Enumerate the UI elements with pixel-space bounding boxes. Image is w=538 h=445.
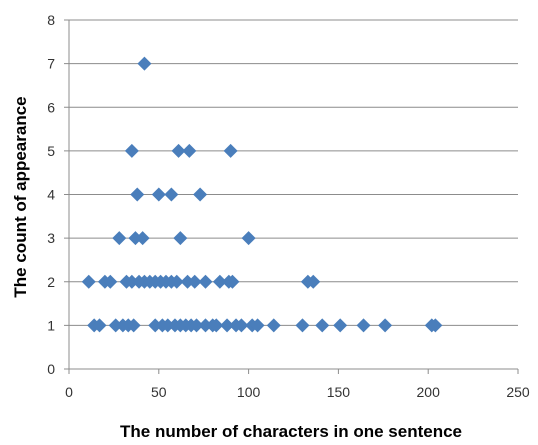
x-tick-label: 200 bbox=[417, 384, 441, 400]
data-point bbox=[182, 143, 197, 158]
data-point bbox=[250, 318, 265, 333]
y-tick-label: 2 bbox=[47, 274, 55, 290]
data-point bbox=[223, 143, 238, 158]
data-point bbox=[306, 274, 321, 289]
y-tick-label: 6 bbox=[47, 99, 55, 115]
data-point bbox=[266, 318, 281, 333]
data-point bbox=[295, 318, 310, 333]
x-tick-label: 100 bbox=[237, 384, 261, 400]
data-point bbox=[428, 318, 443, 333]
y-tick-label: 4 bbox=[47, 187, 55, 203]
data-point bbox=[151, 187, 166, 202]
data-point bbox=[241, 231, 256, 246]
data-point bbox=[160, 318, 175, 333]
data-point bbox=[171, 143, 186, 158]
data-point bbox=[124, 143, 139, 158]
data-point bbox=[234, 318, 249, 333]
x-axis-title: The number of characters in one sentence bbox=[120, 422, 462, 441]
data-point bbox=[126, 318, 141, 333]
data-point bbox=[180, 274, 195, 289]
y-axis-title: The count of appearance bbox=[11, 96, 30, 297]
data-point bbox=[137, 56, 152, 71]
y-tick-labels: 0 1 2 3 4 5 6 7 8 bbox=[47, 12, 69, 377]
data-point bbox=[198, 274, 213, 289]
data-point bbox=[212, 274, 227, 289]
x-tick-label: 250 bbox=[506, 384, 530, 400]
data-point bbox=[198, 318, 213, 333]
y-tick-label: 5 bbox=[47, 143, 55, 159]
data-point bbox=[173, 231, 188, 246]
data-point bbox=[124, 274, 139, 289]
data-point bbox=[315, 318, 330, 333]
data-points bbox=[81, 56, 443, 333]
data-point bbox=[81, 274, 96, 289]
y-tick-label: 1 bbox=[47, 317, 55, 333]
data-point bbox=[209, 318, 224, 333]
x-tick-labels: 0 50 100 150 200 250 bbox=[65, 369, 530, 400]
data-point bbox=[128, 231, 143, 246]
data-point bbox=[333, 318, 348, 333]
data-point bbox=[169, 274, 184, 289]
data-point bbox=[103, 274, 118, 289]
x-tick-label: 150 bbox=[327, 384, 351, 400]
y-tick-label: 3 bbox=[47, 230, 55, 246]
data-point bbox=[356, 318, 371, 333]
data-point bbox=[164, 187, 179, 202]
data-point bbox=[193, 187, 208, 202]
y-tick-label: 8 bbox=[47, 12, 55, 28]
data-point bbox=[112, 231, 127, 246]
data-point bbox=[130, 187, 145, 202]
data-point bbox=[187, 274, 202, 289]
x-tick-label: 50 bbox=[151, 384, 167, 400]
data-point bbox=[189, 318, 204, 333]
data-point bbox=[135, 231, 150, 246]
y-tick-label: 0 bbox=[47, 361, 55, 377]
data-point bbox=[378, 318, 393, 333]
y-tick-label: 7 bbox=[47, 56, 55, 72]
data-point bbox=[108, 318, 123, 333]
x-tick-label: 0 bbox=[65, 384, 73, 400]
data-point bbox=[220, 318, 235, 333]
data-point bbox=[225, 274, 240, 289]
data-point bbox=[92, 318, 107, 333]
data-point bbox=[148, 318, 163, 333]
